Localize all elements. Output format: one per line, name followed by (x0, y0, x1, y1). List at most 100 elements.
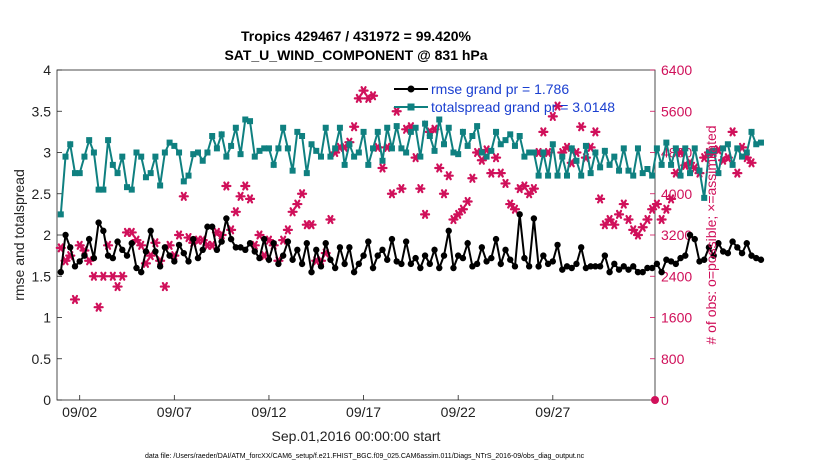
rmse-point (644, 264, 651, 272)
obs-count-stroke (147, 251, 154, 261)
obs-count-stroke (421, 209, 429, 219)
totalspread-point (488, 147, 495, 154)
totalspread-point (398, 145, 405, 152)
obs-count-stroke (478, 155, 485, 165)
rmse-point (398, 260, 405, 268)
y-left-tick-label: 4 (43, 62, 51, 78)
rmse-point (639, 268, 646, 276)
obs-count-stroke (644, 214, 651, 225)
totalspread-point (232, 124, 239, 131)
rmse-point (611, 260, 618, 268)
obs-count-stroke (672, 168, 679, 178)
totalspread-point (564, 172, 571, 179)
totalspread-point (459, 128, 466, 135)
legend-spread-marker (407, 103, 415, 111)
totalspread-point (355, 149, 362, 156)
obs-count-stroke (242, 181, 249, 191)
rmse-point (360, 252, 367, 259)
rmse-point (511, 263, 519, 270)
totalspread-point (696, 167, 703, 174)
totalspread-point (701, 194, 708, 201)
obs-count-stroke (554, 101, 561, 111)
totalspread-point (346, 141, 353, 148)
rmse-point (729, 238, 736, 245)
totalspread-point (185, 172, 192, 179)
totalspread-point (497, 141, 504, 148)
totalspread-point (620, 145, 627, 152)
obs-count-marker (495, 168, 506, 178)
rmse-point (417, 264, 424, 272)
rmse-point (303, 240, 310, 247)
totalspread-point (677, 172, 684, 179)
totalspread-point (530, 149, 537, 156)
rmse-point (142, 248, 150, 255)
totalspread-point (261, 145, 268, 152)
obs-count-marker (84, 256, 95, 266)
totalspread-point (474, 123, 481, 130)
rmse-point (81, 252, 88, 259)
obs-count-stroke (128, 227, 135, 237)
obs-count-stroke (417, 184, 424, 194)
y-left-tick-label: 2 (43, 227, 51, 243)
obs-count-stroke (440, 189, 448, 199)
totalspread-point (559, 153, 566, 160)
totalspread-point (691, 145, 698, 152)
totalspread-point (734, 145, 741, 152)
totalspread-point (360, 128, 367, 135)
y-axis-right: 08001600240032004000480056006400 (650, 62, 692, 408)
totalspread-point (573, 157, 580, 164)
legend: rmse grand pr = 1.786 totalspread grand … (394, 81, 615, 115)
obs-last-marker (651, 396, 659, 404)
obs-count-stroke (611, 220, 618, 230)
obs-count-marker (244, 194, 256, 204)
y-left-tick-label: 1.5 (32, 268, 52, 284)
totalspread-point (422, 120, 429, 127)
obs-count-stroke (483, 145, 490, 155)
rmse-point (592, 263, 599, 270)
totalspread-point (284, 145, 291, 152)
obs-count-marker (528, 184, 539, 194)
rmse-point (237, 244, 244, 251)
obs-count-stroke (280, 235, 287, 245)
y-left-tick-label: 0.5 (32, 351, 52, 367)
totalspread-point (601, 147, 608, 154)
obs-count-stroke (294, 199, 301, 209)
x-tick-label: 09/12 (251, 404, 286, 420)
rmse-point (251, 248, 258, 255)
totalspread-point (478, 149, 485, 156)
totalspread-point (270, 161, 277, 168)
totalspread-point (611, 153, 618, 160)
rmse-point (459, 254, 467, 262)
obs-count-stroke (639, 222, 646, 232)
rmse-point (76, 258, 83, 265)
obs-count-marker (396, 184, 407, 194)
totalspread-point (327, 153, 334, 160)
rmse-point (218, 238, 225, 245)
rmse-point (530, 215, 538, 222)
obs-count-marker (519, 181, 530, 191)
totalspread-point (483, 153, 490, 160)
rmse-point (464, 240, 471, 247)
totalspread-point (568, 145, 575, 152)
obs-count-stroke (71, 294, 79, 305)
totalspread-point (332, 145, 339, 152)
obs-count-stroke (469, 173, 476, 183)
x-tick-label: 09/02 (62, 404, 97, 420)
totalspread-point (313, 147, 320, 154)
totalspread-point (724, 141, 731, 148)
rmse-point (431, 246, 438, 254)
totalspread-point (682, 145, 689, 152)
rmse-point (208, 223, 216, 230)
totalspread-point (440, 141, 447, 148)
x-tick-label: 09/22 (441, 404, 476, 420)
rmse-point (242, 246, 249, 254)
rmse-point (625, 266, 632, 273)
totalspread-point (199, 157, 206, 164)
obs-count-stroke (209, 240, 216, 250)
obs-count-stroke (90, 271, 98, 281)
y-right-tick-label: 5600 (661, 103, 692, 119)
rmse-point (194, 254, 202, 262)
obs-count-stroke (663, 204, 670, 214)
totalspread-point (213, 145, 220, 152)
rmse-point (402, 238, 410, 245)
